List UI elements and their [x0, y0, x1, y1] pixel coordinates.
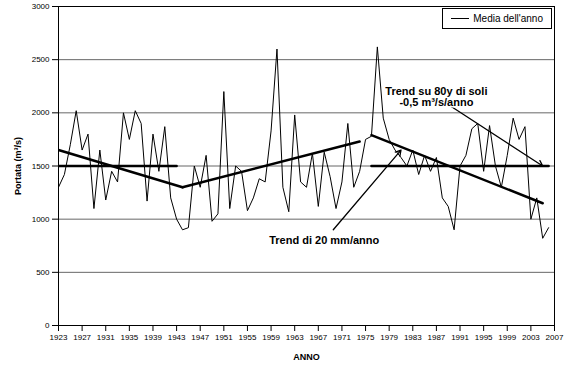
svg-text:1971: 1971 [333, 333, 351, 342]
svg-text:1500: 1500 [32, 162, 50, 171]
svg-text:1963: 1963 [286, 333, 304, 342]
svg-text:1931: 1931 [97, 333, 115, 342]
svg-text:1979: 1979 [380, 333, 398, 342]
svg-text:1935: 1935 [120, 333, 138, 342]
svg-text:1923: 1923 [50, 333, 68, 342]
svg-text:3000: 3000 [32, 2, 50, 11]
svg-text:Portata (m³/s): Portata (m³/s) [13, 137, 23, 195]
svg-text:Trend di 20 mm/anno: Trend di 20 mm/anno [269, 234, 379, 246]
svg-text:1983: 1983 [404, 333, 422, 342]
html-text:Media dell'anno: Media dell'anno [473, 13, 543, 24]
svg-text:1955: 1955 [239, 333, 257, 342]
svg-text:2500: 2500 [32, 55, 50, 64]
svg-text:1000: 1000 [32, 215, 50, 224]
svg-text:2003: 2003 [522, 333, 540, 342]
svg-text:0: 0 [45, 321, 50, 330]
svg-text:500: 500 [36, 268, 50, 277]
svg-text:2000: 2000 [32, 108, 50, 117]
svg-text:1947: 1947 [191, 333, 209, 342]
svg-text:1995: 1995 [475, 333, 493, 342]
svg-text:1943: 1943 [168, 333, 186, 342]
svg-text:1975: 1975 [357, 333, 375, 342]
svg-text:1967: 1967 [309, 333, 327, 342]
svg-text:1951: 1951 [215, 333, 233, 342]
svg-text:2007: 2007 [546, 333, 564, 342]
svg-text:Trend su 80y di soli-0,5 m³/s/: Trend su 80y di soli-0,5 m³/s/anno [385, 85, 487, 108]
svg-text:1959: 1959 [262, 333, 280, 342]
svg-text:1939: 1939 [144, 333, 162, 342]
svg-text:1987: 1987 [428, 333, 446, 342]
svg-text:1927: 1927 [73, 333, 91, 342]
svg-text:1999: 1999 [498, 333, 516, 342]
svg-text:1991: 1991 [451, 333, 469, 342]
svg-text:ANNO: ANNO [293, 352, 320, 362]
